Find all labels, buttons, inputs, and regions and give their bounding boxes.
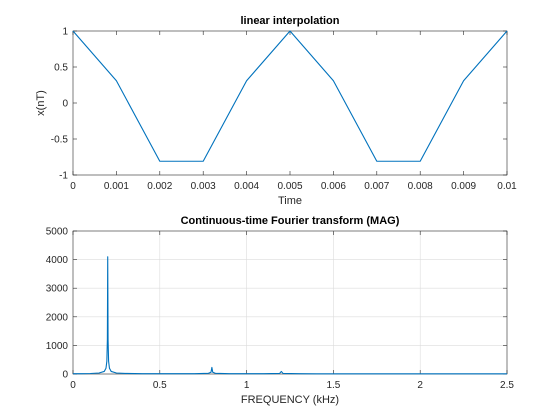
plot-fourier-magnitude: 0 0.5 1 1.5 2 2.5 0 1000 2000 3000 4000 5000 Continu… (46, 215, 515, 406)
x-axis-label: Time (278, 195, 302, 207)
x-tick-label: 0.5 (153, 380, 167, 391)
y-tick-label: 0 (62, 99, 68, 110)
chart-title: linear interpolation (240, 15, 339, 27)
y-tick-label: 0.5 (54, 63, 68, 74)
series-line (72, 256, 507, 375)
x-tick-label: 0 (70, 380, 76, 391)
y-tick-label: 4000 (46, 255, 69, 266)
y-tick-label: -0.5 (51, 135, 69, 146)
axes-box (72, 30, 508, 176)
x-tick-label: 1 (244, 380, 250, 391)
x-tick-label: 0.009 (451, 181, 476, 192)
x-tick-label: 0.007 (364, 181, 389, 192)
y-tick-label: 2000 (46, 312, 69, 323)
y-tick-label: 5000 (46, 227, 69, 238)
x-tick-label: 0.001 (104, 181, 129, 192)
y-tick-label: 1000 (46, 341, 69, 352)
x-axis-label: FREQUENCY (kHz) (241, 394, 339, 406)
x-tick-label: 0.004 (234, 181, 259, 192)
x-tick-label: 0.003 (191, 181, 216, 192)
plot-linear-interpolation: 0 0.001 0.002 0.003 0.004 0.005 0.006 0.007 0.00… (35, 15, 517, 207)
x-tick-label: 0.005 (277, 181, 302, 192)
x-tick-label: 0.008 (408, 181, 433, 192)
x-tick-label: 2.5 (500, 380, 514, 391)
y-tick-label: 3000 (46, 284, 69, 295)
x-tick-label: 0.006 (321, 181, 346, 192)
x-tick-label: 0.01 (497, 181, 517, 192)
chart-title: Continuous-time Fourier transform (MAG) (181, 215, 400, 227)
y-tick-label: -1 (59, 171, 68, 182)
x-tick-label: 2 (417, 380, 423, 391)
y-axis-label: x(nT) (35, 90, 47, 116)
axes-box (72, 230, 508, 375)
x-tick-label: 0 (70, 181, 76, 192)
x-tick-label: 0.002 (147, 181, 172, 192)
x-tick-label: 1.5 (326, 380, 340, 391)
series-line (72, 30, 508, 162)
y-tick-label: 1 (62, 27, 68, 38)
y-tick-label: 0 (62, 370, 68, 381)
